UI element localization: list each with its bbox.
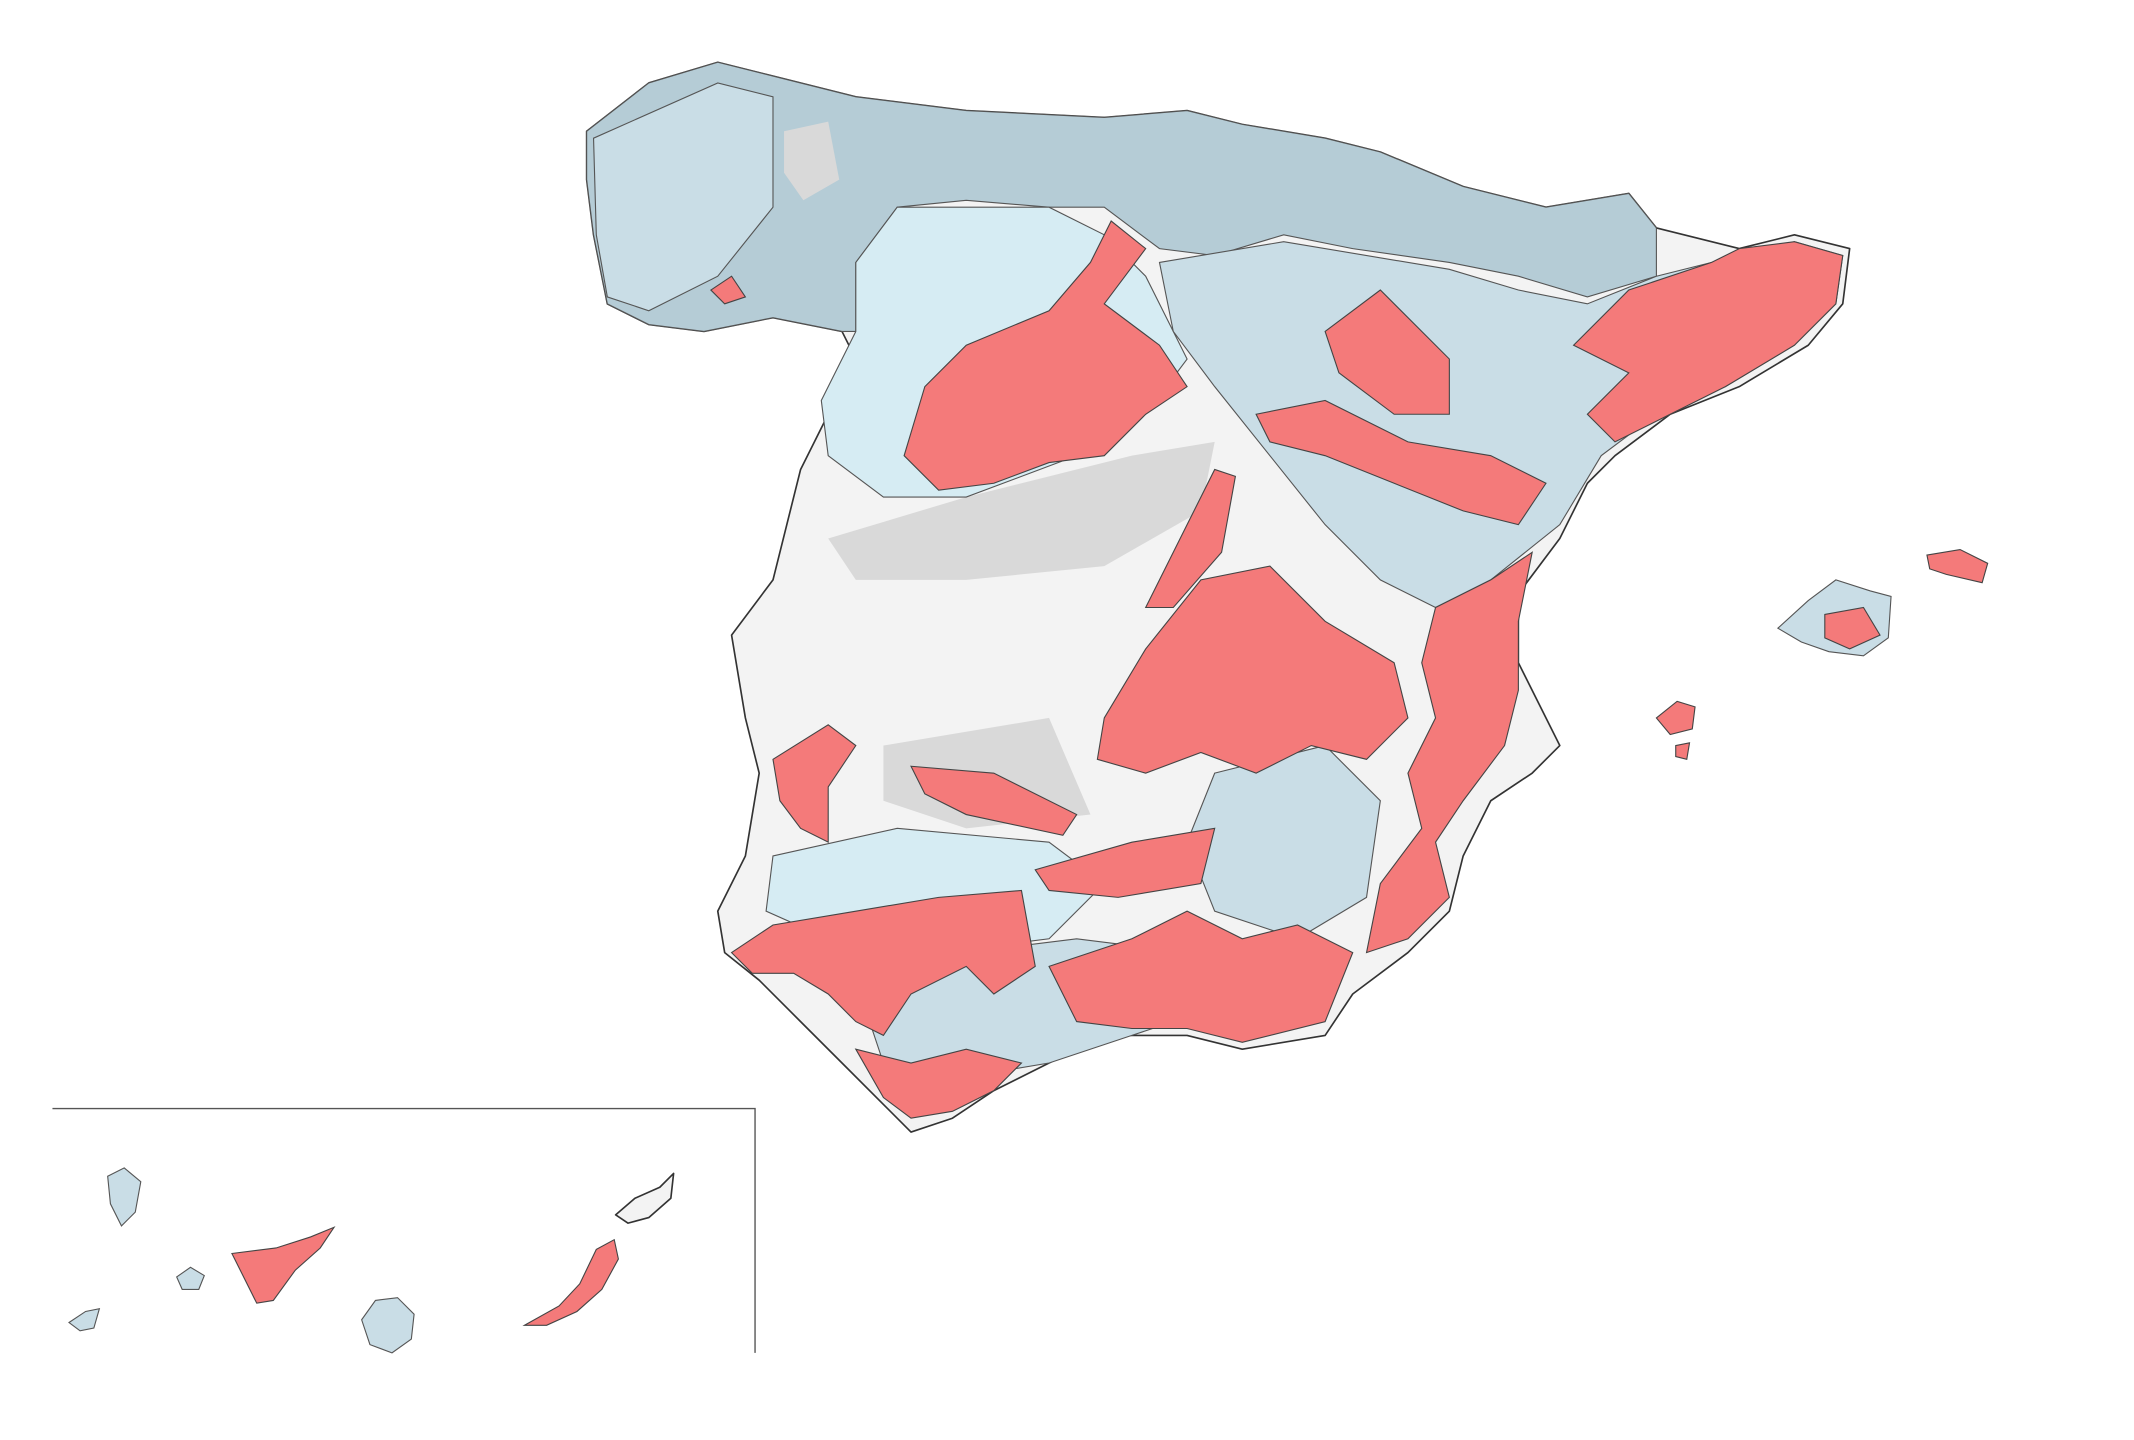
region-north bbox=[586, 61, 1657, 332]
zone-red bbox=[854, 1048, 1023, 1119]
spain bbox=[585, 61, 1851, 1133]
zone-red bbox=[1365, 551, 1533, 954]
zone-red bbox=[1824, 606, 1881, 650]
island-formentera bbox=[1675, 742, 1691, 761]
zone-red bbox=[710, 275, 747, 305]
island-ibiza bbox=[1655, 700, 1696, 736]
canary-inset bbox=[52, 1107, 756, 1354]
zone-red bbox=[1572, 241, 1844, 443]
relief bbox=[828, 441, 1215, 580]
zone-red bbox=[772, 724, 857, 844]
zone-red bbox=[1096, 565, 1409, 774]
zone-red bbox=[910, 765, 1078, 836]
region-galicia bbox=[592, 82, 774, 312]
island-el-hierro bbox=[68, 1307, 101, 1332]
island-lanzarote bbox=[614, 1172, 675, 1224]
island-fuerteventura bbox=[522, 1238, 619, 1326]
island-gran-canaria bbox=[361, 1297, 415, 1354]
island-tenerife bbox=[231, 1226, 336, 1304]
zone-red bbox=[1034, 827, 1216, 898]
island-la-palma bbox=[107, 1167, 142, 1227]
zone-red bbox=[1255, 399, 1547, 526]
inset-frame bbox=[52, 1107, 756, 1353]
relief bbox=[784, 121, 840, 201]
island-la-gomera bbox=[175, 1266, 205, 1290]
zone-red bbox=[730, 889, 1036, 1037]
zone-red bbox=[1144, 468, 1237, 609]
zone-red bbox=[1048, 910, 1354, 1043]
zone-red bbox=[903, 220, 1188, 491]
zone-red bbox=[1324, 289, 1450, 415]
island-menorca bbox=[1926, 548, 1989, 584]
balearic-islands bbox=[1655, 548, 1989, 761]
